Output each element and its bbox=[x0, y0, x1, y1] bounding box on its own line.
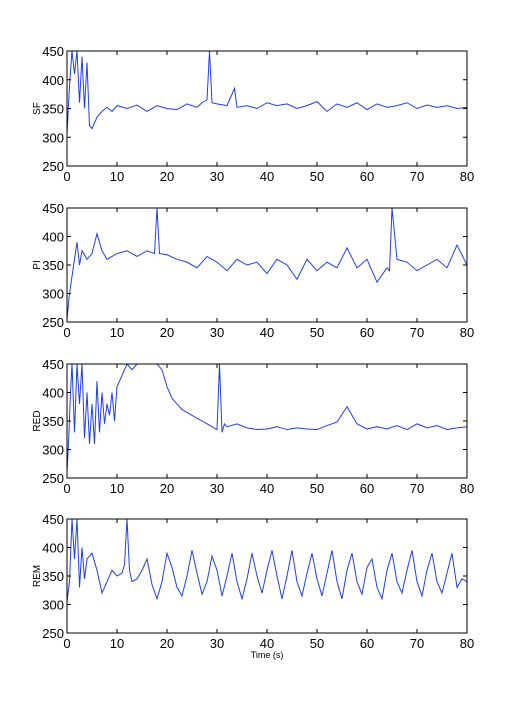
x-tick-label: 0 bbox=[63, 325, 70, 340]
x-tick-label: 70 bbox=[410, 169, 424, 184]
x-tick-label: 40 bbox=[260, 636, 274, 651]
x-tick-label: 80 bbox=[460, 636, 474, 651]
y-axis-label: SF bbox=[32, 102, 43, 115]
panel-sf: 0 10 20 30 40 50 60 70 80 250 300 350 400 450 SF bbox=[32, 44, 474, 184]
y-tick-label: 400 bbox=[42, 73, 64, 88]
x-tick-label: 20 bbox=[160, 636, 174, 651]
y-tick-label: 300 bbox=[42, 287, 64, 302]
y-tick-label: 350 bbox=[42, 102, 64, 117]
axes-frame bbox=[66, 363, 468, 479]
x-tick-label: 70 bbox=[410, 636, 424, 651]
series-line-sf-0 bbox=[67, 51, 467, 135]
x-tick-label: 10 bbox=[110, 325, 124, 340]
series-line-rem-0 bbox=[67, 519, 467, 602]
x-tick-label: 20 bbox=[160, 325, 174, 340]
x-tick-label: 30 bbox=[210, 325, 224, 340]
y-tick-label: 300 bbox=[42, 130, 64, 145]
series-line-red-0 bbox=[67, 364, 467, 473]
y-tick-label: 350 bbox=[42, 414, 64, 429]
y-tick-label: 250 bbox=[42, 315, 64, 330]
x-tick-label: 40 bbox=[260, 169, 274, 184]
y-tick-label: 300 bbox=[42, 443, 64, 458]
y-tick-label: 400 bbox=[42, 386, 64, 401]
y-tick-label: 350 bbox=[42, 258, 64, 273]
y-axis-label: REM bbox=[32, 565, 43, 587]
x-tick-label: 10 bbox=[110, 636, 124, 651]
x-tick-label: 10 bbox=[110, 481, 124, 496]
x-tick-label: 40 bbox=[260, 481, 274, 496]
x-tick-label: 30 bbox=[210, 481, 224, 496]
y-tick-label: 450 bbox=[42, 201, 64, 216]
y-tick-label: 250 bbox=[42, 159, 64, 174]
y-tick-label: 400 bbox=[42, 230, 64, 245]
axes-frame bbox=[66, 207, 468, 323]
y-tick-label: 450 bbox=[42, 512, 64, 527]
y-tick-label: 450 bbox=[42, 357, 64, 372]
axes-frame bbox=[66, 518, 468, 634]
x-tick-label: 30 bbox=[210, 169, 224, 184]
y-axis-label: PI bbox=[32, 260, 43, 269]
x-tick-label: 0 bbox=[63, 169, 70, 184]
x-tick-label: 0 bbox=[63, 636, 70, 651]
x-tick-label: 60 bbox=[360, 169, 374, 184]
x-tick-label: 20 bbox=[160, 481, 174, 496]
x-tick-label: 70 bbox=[410, 325, 424, 340]
y-tick-label: 300 bbox=[42, 598, 64, 613]
y-tick-label: 450 bbox=[42, 44, 64, 59]
x-tick-label: 80 bbox=[460, 169, 474, 184]
x-tick-label: 50 bbox=[310, 169, 324, 184]
panel-rem: 0 10 20 30 40 50 60 70 80 250 300 350 400 450 REM Time … bbox=[32, 512, 474, 660]
y-tick-label: 250 bbox=[42, 471, 64, 486]
x-tick-label: 50 bbox=[310, 325, 324, 340]
panel-pi: 0 10 20 30 40 50 60 70 80 250 300 350 400 450 PI bbox=[32, 201, 474, 340]
series-line-pi-0 bbox=[67, 208, 467, 320]
x-tick-label: 0 bbox=[63, 481, 70, 496]
x-tick-label: 80 bbox=[460, 325, 474, 340]
x-tick-label: 50 bbox=[310, 481, 324, 496]
x-tick-label: 70 bbox=[410, 481, 424, 496]
x-tick-label: 10 bbox=[110, 169, 124, 184]
x-tick-label: 20 bbox=[160, 169, 174, 184]
x-tick-label: 50 bbox=[310, 636, 324, 651]
y-tick-label: 250 bbox=[42, 626, 64, 641]
y-axis-label: RED bbox=[32, 410, 43, 431]
x-tick-label: 60 bbox=[360, 325, 374, 340]
panel-red: 0 10 20 30 40 50 60 70 80 250 300 350 400 450 RED bbox=[32, 357, 474, 496]
y-tick-label: 350 bbox=[42, 569, 64, 584]
x-tick-label: 30 bbox=[210, 636, 224, 651]
x-tick-label: 40 bbox=[260, 325, 274, 340]
x-tick-label: 60 bbox=[360, 636, 374, 651]
x-tick-label: 80 bbox=[460, 481, 474, 496]
y-tick-label: 400 bbox=[42, 541, 64, 556]
x-axis-label: Time (s) bbox=[251, 650, 284, 660]
x-tick-label: 60 bbox=[360, 481, 374, 496]
